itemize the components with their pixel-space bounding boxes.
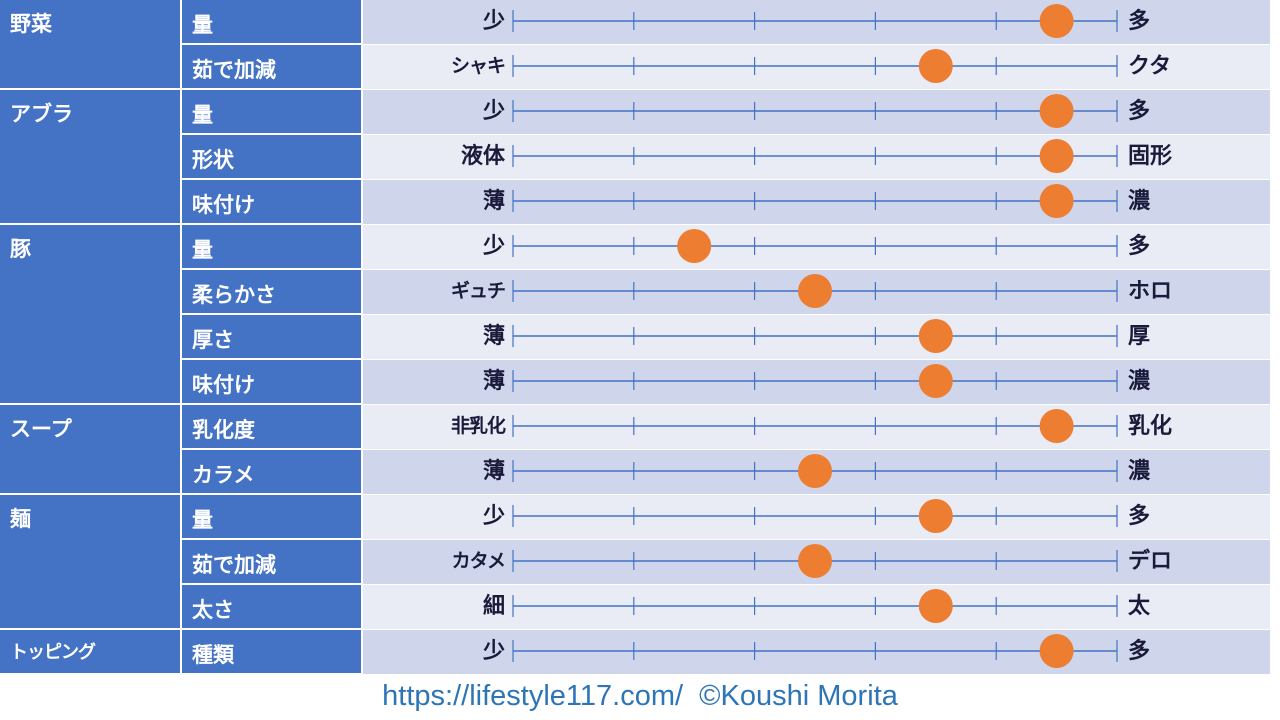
high-label: 濃 (1128, 189, 1151, 214)
item-cell: 種類 (182, 630, 361, 673)
value-marker (1039, 634, 1074, 668)
low-label: 薄 (482, 189, 505, 214)
row-band (363, 225, 1270, 269)
item-cell: 味付け (182, 180, 361, 223)
item-cell: 量 (182, 90, 361, 133)
low-label: カタメ (451, 550, 506, 572)
item-cell: カラメ (182, 450, 361, 493)
high-label: 多 (1128, 234, 1151, 259)
row-band (363, 495, 1270, 539)
row-band (363, 180, 1270, 224)
high-label: 太 (1128, 594, 1151, 619)
high-label: ホロ (1128, 279, 1173, 304)
row-band (363, 45, 1270, 89)
value-marker (918, 364, 953, 398)
high-label: 多 (1128, 639, 1151, 664)
value-marker (798, 274, 832, 308)
category-cell: スープ (0, 405, 180, 493)
item-cell: 形状 (182, 135, 361, 178)
value-marker (798, 544, 832, 578)
item-cell: 量 (182, 495, 361, 538)
item-cell: 厚さ (182, 315, 361, 358)
item-cell: 茹で加減 (182, 45, 361, 88)
high-label: 濃 (1128, 369, 1151, 394)
value-marker (1039, 139, 1074, 173)
category-cell: トッピング (0, 630, 180, 673)
low-label: 液体 (460, 144, 505, 169)
low-label: 少 (482, 234, 505, 259)
footer-url: https://lifestyle117.com/ (382, 680, 684, 712)
category-cell: 麺 (0, 495, 180, 628)
category-cell: 豚 (0, 225, 180, 403)
row-band (363, 0, 1270, 44)
low-label: シャキ (450, 55, 506, 77)
item-cell: 太さ (182, 585, 361, 628)
item-cell: 乳化度 (182, 405, 361, 448)
value-marker (918, 49, 953, 83)
low-label: 薄 (482, 324, 505, 349)
low-label: 薄 (482, 459, 505, 484)
category-cell: アブラ (0, 90, 180, 223)
high-label: 濃 (1128, 459, 1151, 484)
item-cell: 味付け (182, 360, 361, 403)
value-marker (677, 229, 712, 263)
high-label: 厚 (1128, 324, 1151, 349)
low-label: 細 (482, 594, 505, 619)
high-label: 多 (1128, 9, 1151, 34)
row-band (363, 585, 1270, 629)
row-band (363, 90, 1270, 134)
low-label: 薄 (482, 369, 505, 394)
high-label: 乳化 (1128, 414, 1173, 439)
item-cell: 柔らかさ (182, 270, 361, 313)
value-marker (1039, 409, 1074, 443)
low-label: 少 (482, 9, 505, 34)
row-band (363, 135, 1270, 179)
item-cell: 量 (182, 225, 361, 268)
low-label: 少 (482, 99, 505, 124)
value-marker (918, 589, 953, 623)
low-label: 少 (482, 504, 505, 529)
value-marker (1039, 94, 1074, 128)
footer-copyright: ©Koushi Morita (699, 680, 898, 712)
value-marker (918, 319, 953, 353)
item-cell: 茹で加減 (182, 540, 361, 583)
value-marker (918, 499, 953, 533)
low-label: 少 (482, 639, 505, 664)
row-band (363, 405, 1270, 449)
high-label: 多 (1128, 99, 1151, 124)
row-band (363, 630, 1270, 674)
value-marker (798, 454, 832, 488)
footer: https://lifestyle117.com/ ©Koushi Morita (0, 674, 1280, 720)
row-band (363, 360, 1270, 404)
high-label: 多 (1128, 504, 1151, 529)
low-label: ギュチ (450, 280, 506, 302)
row-band (363, 315, 1270, 359)
high-label: デロ (1128, 549, 1173, 574)
item-cell: 量 (182, 0, 361, 43)
low-label: 非乳化 (450, 415, 506, 437)
category-cell: 野菜 (0, 0, 180, 88)
value-marker (1039, 184, 1074, 218)
high-label: 固形 (1128, 144, 1173, 169)
high-label: クタ (1128, 54, 1172, 79)
value-marker (1039, 4, 1074, 38)
